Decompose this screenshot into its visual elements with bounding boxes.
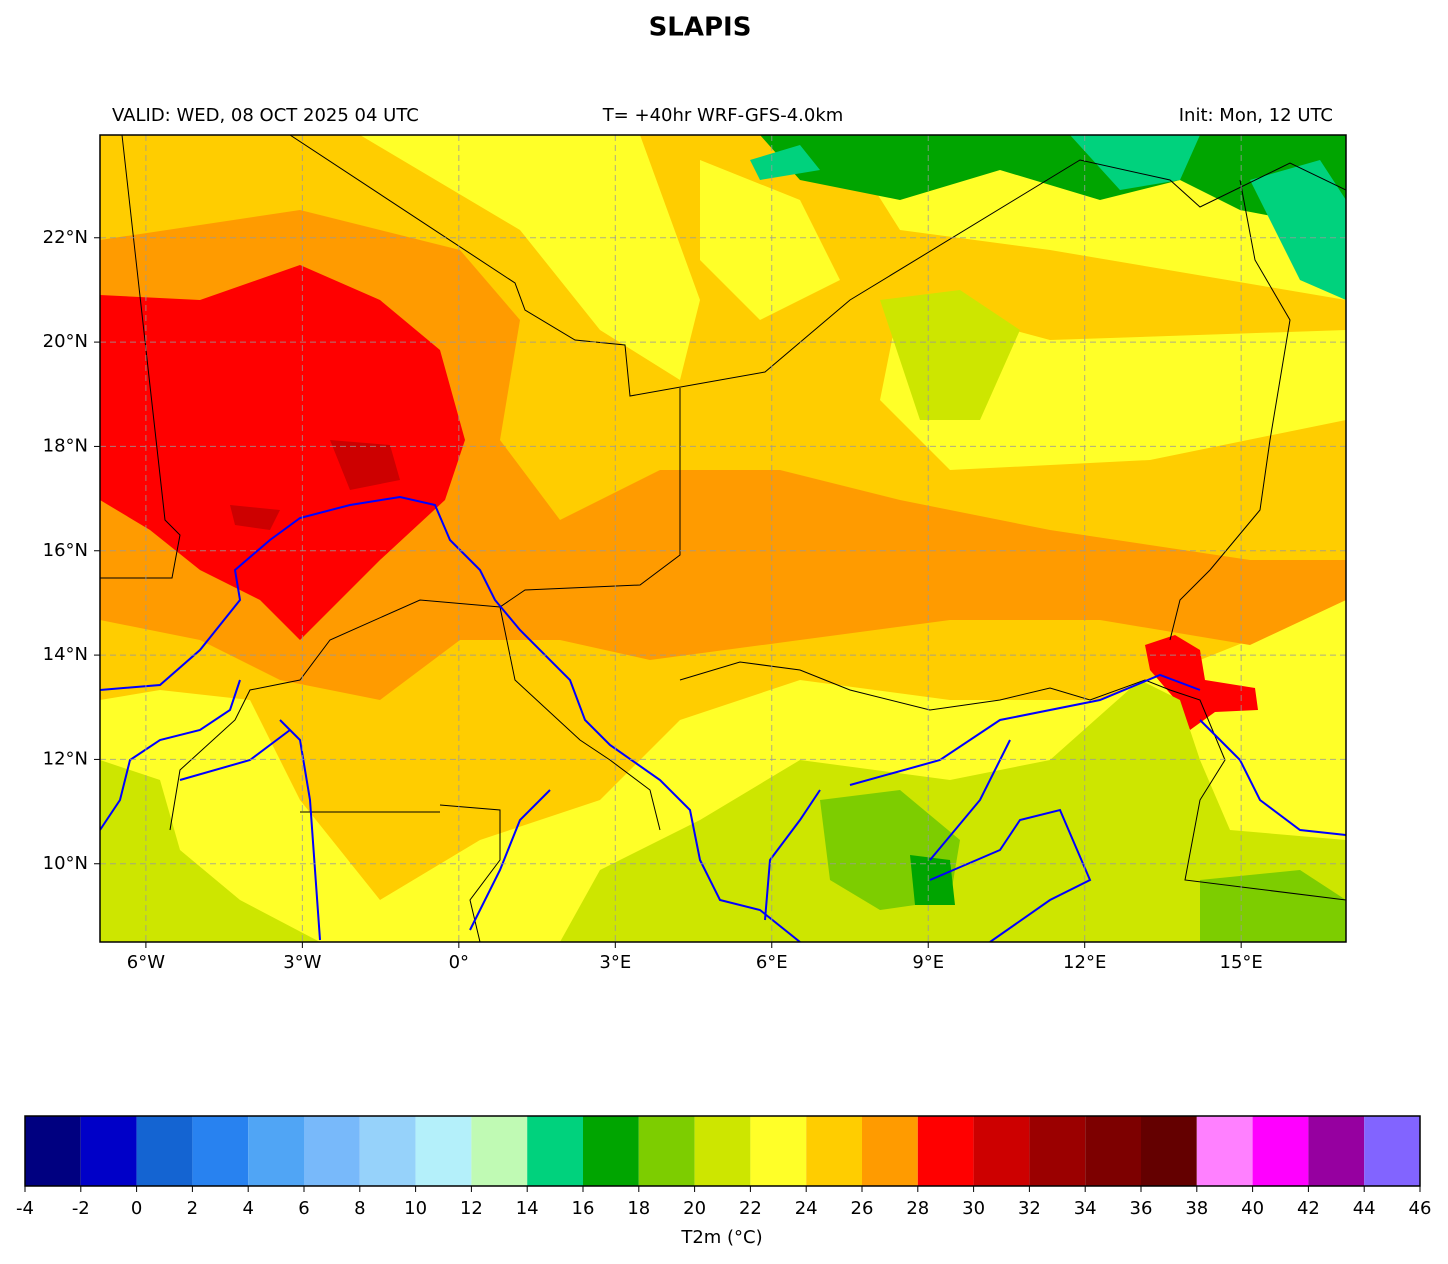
colorbar-tick-label: 16 [572,1198,595,1219]
y-tick-label: 14°N [43,644,88,665]
colorbar-tick-label: 38 [1185,1198,1208,1219]
graticule [100,135,1346,942]
y-tick-label: 18°N [43,435,88,456]
colorbar-cell [1029,1116,1086,1186]
colorbar-cell [1196,1116,1253,1186]
x-tick-label: 6°W [127,952,165,973]
colorbar-cell [694,1116,751,1186]
colorbar-cell [248,1116,304,1186]
colorbar-tick-label: 24 [795,1198,818,1219]
colorbar-tick-label: 34 [1074,1198,1097,1219]
map-field [100,135,1346,942]
x-tick-label: 12°E [1063,952,1106,973]
colorbar-tick-label: 14 [516,1198,539,1219]
valid-time: VALID: WED, 08 OCT 2025 04 UTC [112,105,419,126]
colorbar-tick-label: 22 [739,1198,762,1219]
colorbar-tick-label: 20 [683,1198,706,1219]
river [100,495,1346,942]
colorbar-cell [1364,1116,1420,1186]
colorbar-cell [862,1116,918,1186]
x-tick-label: 3°W [283,952,321,973]
y-tick-label: 12°N [43,748,88,769]
field-red [100,265,1258,730]
colorbar-cell [415,1116,472,1186]
colorbar-tick-label: 32 [1018,1198,1041,1219]
colorbar-cell [1252,1116,1309,1186]
colorbar-tick-label: 4 [242,1198,253,1219]
colorbar-cell [1308,1116,1365,1186]
colorbar-cell [973,1116,1030,1186]
y-tick-label: 10°N [43,853,88,874]
colorbar-cell [638,1116,695,1186]
x-tick-label: 6°E [756,952,788,973]
colorbar-cell [583,1116,639,1186]
colorbar-cell [917,1116,974,1186]
colorbar-cell [359,1116,416,1186]
run-info: T= +40hr WRF-GFS-4.0km [602,105,844,126]
colorbar-cell [471,1116,528,1186]
x-tick-label: 9°E [912,952,944,973]
colorbar-tick-label: 18 [627,1198,650,1219]
colorbar-tick-label: 46 [1409,1198,1432,1219]
colorbar-tick-label: 8 [354,1198,365,1219]
colorbar-tick-label: 0 [131,1198,142,1219]
colorbar-tick-label: 44 [1353,1198,1376,1219]
colorbar-tick-label: -4 [16,1198,34,1219]
colorbar-tick-label: 28 [906,1198,929,1219]
colorbar-tick-label: 30 [962,1198,985,1219]
colorbar-cell [192,1116,249,1186]
colorbar-frame [24,1115,1421,1187]
colorbar-tick-label: 10 [404,1198,427,1219]
colorbar-label: T2m (°C) [680,1227,762,1248]
colorbar-cell [806,1116,862,1186]
title: SLAPIS [649,13,752,43]
colorbar-cell [25,1116,81,1186]
colorbar-cell [136,1116,193,1186]
colorbar-tick-label: -2 [72,1198,90,1219]
x-tick-label: 15°E [1220,952,1263,973]
colorbar-tick-label: 2 [187,1198,198,1219]
colorbar-cell [1141,1116,1197,1186]
y-tick-label: 20°N [43,331,88,352]
field-darkred [230,440,400,530]
colorbar-tick-label: 6 [298,1198,309,1219]
colorbar-tick-label: 26 [851,1198,874,1219]
map-frame [99,134,1347,943]
country-border [100,135,1346,942]
field-cool [100,290,1346,942]
x-tick-label: 0° [449,952,469,973]
init-time: Init: Mon, 12 UTC [1179,105,1333,126]
y-tick-label: 16°N [43,540,88,561]
colorbar-tick-label: 12 [460,1198,483,1219]
colorbar-tick-label: 42 [1297,1198,1320,1219]
field-band [360,135,1346,470]
colorbar-cell [750,1116,807,1186]
colorbar-cell [527,1116,583,1186]
colorbar-cell [1085,1116,1141,1186]
colorbar-tick-label: 40 [1241,1198,1264,1219]
colorbar-cell [304,1116,360,1186]
field-cooler [820,790,1346,942]
y-tick-label: 22°N [43,227,88,248]
x-tick-label: 3°E [599,952,631,973]
colorbar-cell [80,1116,137,1186]
colorbar-tick-label: 36 [1130,1198,1153,1219]
